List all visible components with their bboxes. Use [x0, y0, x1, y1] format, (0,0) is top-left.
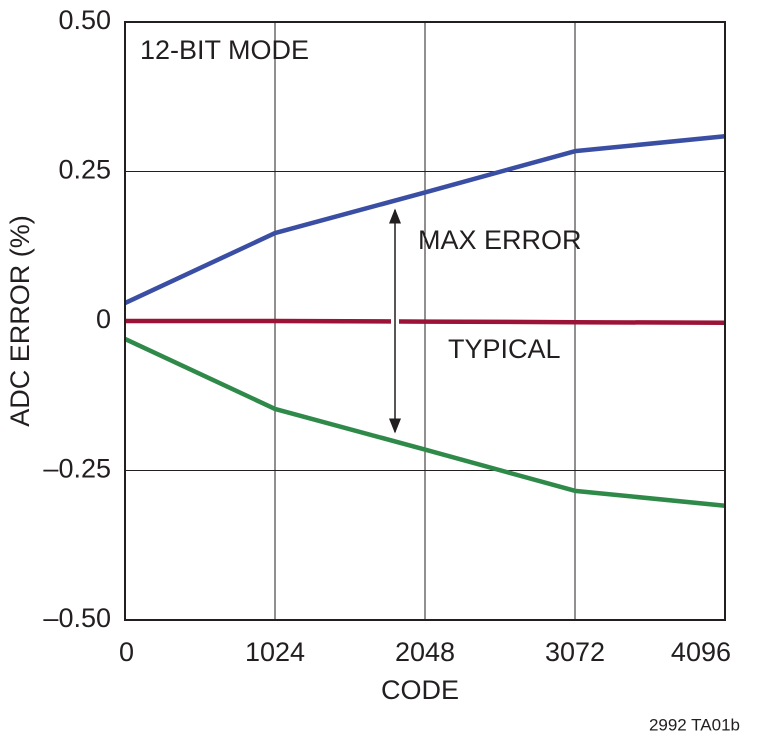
x-tick-label: 2048	[395, 637, 455, 667]
y-axis-label: ADC ERROR (%)	[5, 215, 35, 427]
x-tick-label: 0	[119, 637, 134, 667]
series-line	[124, 133, 726, 306]
max-error-label: MAX ERROR	[418, 225, 582, 255]
series	[124, 133, 726, 509]
series-line	[125, 318, 726, 326]
figure-id: 2992 TA01b	[649, 715, 740, 734]
y-tick-label: 0.25	[58, 155, 111, 185]
y-tick-label: –0.50	[43, 603, 111, 633]
y-tick-label: 0.50	[58, 5, 111, 35]
plot-frame	[124, 21, 726, 621]
y-tick-label: 0	[96, 304, 111, 334]
x-tick-label: 4096	[671, 637, 731, 667]
x-axis-label: CODE	[381, 675, 459, 705]
x-tick-label: 1024	[245, 637, 305, 667]
typical-label: TYPICAL	[448, 334, 561, 364]
x-tick-label: 3072	[545, 637, 605, 667]
mode-label: 12-BIT MODE	[140, 35, 309, 65]
series-line	[124, 336, 726, 509]
y-tick-label: –0.25	[43, 454, 111, 484]
